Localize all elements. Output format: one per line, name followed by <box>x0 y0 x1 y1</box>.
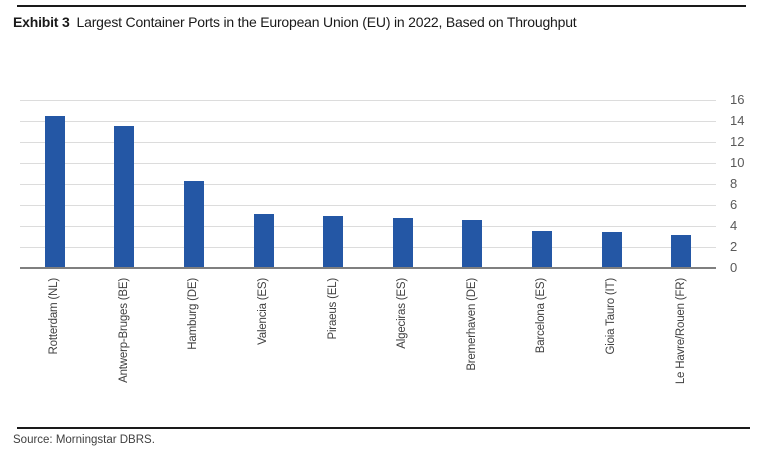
bar-le-havre-rouen-fr <box>671 235 692 268</box>
bar-antwerp-bruges-be <box>114 126 135 268</box>
x-label-slot: Hamburg (DE) <box>159 278 229 350</box>
y-tick-label: 8 <box>730 176 738 191</box>
y-tick-label: 16 <box>730 92 745 107</box>
x-category-label: Rotterdam (NL) <box>48 278 61 355</box>
x-category-label: Piraeus (EL) <box>326 278 339 340</box>
x-axis-category-labels: Rotterdam (NL) Antwerp-Bruges (BE) Hamburg… <box>20 278 716 412</box>
x-label-slot: Rotterdam (NL) <box>20 278 90 354</box>
bar-slot <box>577 100 647 268</box>
bar-slot <box>507 100 577 268</box>
bars-layer <box>20 100 716 268</box>
bar-slot <box>438 100 508 268</box>
x-category-label: Hamburg (DE) <box>187 278 200 350</box>
bar-hamburg-de <box>183 180 204 268</box>
bar-slot <box>646 100 716 268</box>
y-tick-label: 12 <box>730 134 745 149</box>
bar-valencia-es <box>253 214 274 268</box>
x-category-label: Barcelona (ES) <box>535 278 548 354</box>
x-axis-line <box>20 267 716 269</box>
bar-slot <box>90 100 160 268</box>
gridline <box>20 226 716 227</box>
x-category-label: Le Havre/Rouen (FR) <box>674 278 687 385</box>
y-axis-tick-labels: 16 14 12 10 8 6 4 2 0 <box>730 0 766 456</box>
gridline <box>20 100 716 101</box>
exhibit-number-label: Exhibit 3 <box>13 14 70 30</box>
gridline <box>20 247 716 248</box>
bar-rotterdam-nl <box>44 115 65 268</box>
x-label-slot: Le Havre/Rouen (FR) <box>646 278 716 384</box>
bar-algeciras-es <box>392 217 413 268</box>
bar-gioia-tauro-it <box>601 232 622 268</box>
bar-barcelona-es <box>531 231 552 268</box>
bar-slot <box>159 100 229 268</box>
y-tick-label: 0 <box>730 260 738 275</box>
x-label-slot: Antwerp-Bruges (BE) <box>90 278 160 383</box>
x-label-slot: Gioia Tauro (IT) <box>577 278 647 354</box>
bar-bremerhaven-de <box>462 219 483 268</box>
gridline <box>20 184 716 185</box>
y-tick-label: 4 <box>730 218 738 233</box>
bar-chart-plot-area <box>20 100 716 269</box>
x-label-slot: Barcelona (ES) <box>507 278 577 353</box>
x-category-label: Gioia Tauro (IT) <box>605 278 618 355</box>
x-category-label: Antwerp-Bruges (BE) <box>117 278 130 383</box>
x-label-slot: Algeciras (ES) <box>368 278 438 349</box>
bar-slot <box>368 100 438 268</box>
x-label-slot: Bremerhaven (DE) <box>438 278 508 371</box>
chart-title: Largest Container Ports in the European … <box>76 14 577 30</box>
bar-slot <box>20 100 90 268</box>
gridline <box>20 205 716 206</box>
x-category-label: Valencia (ES) <box>257 278 270 345</box>
top-divider <box>17 5 746 7</box>
x-category-label: Algeciras (ES) <box>396 278 409 349</box>
chart-header: Exhibit 3 Largest Container Ports in the … <box>13 13 753 31</box>
x-label-slot: Piraeus (EL) <box>298 278 368 340</box>
y-tick-label: 10 <box>730 155 745 170</box>
gridline <box>20 163 716 164</box>
gridline <box>20 121 716 122</box>
bar-piraeus-el <box>323 215 344 268</box>
x-category-label: Bremerhaven (DE) <box>465 278 478 371</box>
source-attribution: Source: Morningstar DBRS. <box>13 434 155 446</box>
y-tick-label: 14 <box>730 113 745 128</box>
y-tick-label: 6 <box>730 197 738 212</box>
bottom-divider <box>17 427 750 429</box>
bar-slot <box>229 100 299 268</box>
gridline <box>20 142 716 143</box>
y-tick-label: 2 <box>730 239 738 254</box>
x-label-slot: Valencia (ES) <box>229 278 299 345</box>
bar-slot <box>298 100 368 268</box>
